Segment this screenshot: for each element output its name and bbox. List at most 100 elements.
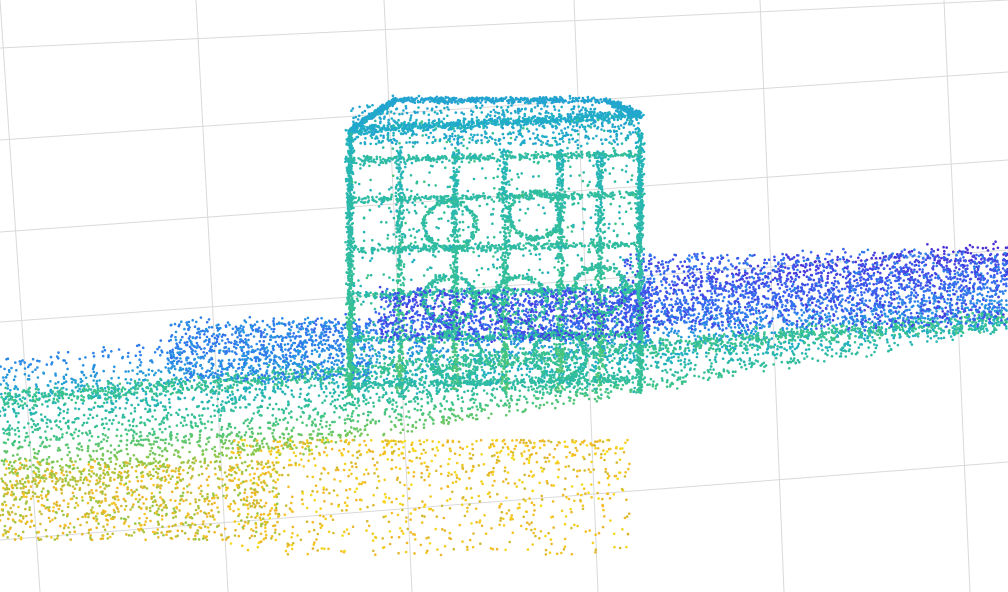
data-point [362,412,365,416]
data-point [977,261,981,264]
data-point [337,394,341,397]
data-point [268,396,272,400]
data-point [460,409,464,413]
data-point [884,332,887,336]
data-point [518,389,521,393]
data-point [84,356,87,359]
data-point [748,286,751,289]
data-point [249,419,253,423]
data-point [653,304,657,308]
data-point [802,311,806,314]
data-point [687,349,691,352]
data-point [344,312,348,316]
data-point [23,439,27,442]
grid-line [0,0,1008,49]
data-point [151,415,154,418]
data-point [178,408,181,412]
data-point [778,287,782,290]
data-point [608,300,611,304]
data-point [153,404,157,407]
data-point [426,395,430,399]
data-point [152,442,155,446]
data-point [66,350,70,354]
data-point [653,326,657,330]
data-point [144,397,148,400]
data-point [785,327,789,330]
data-point [414,420,418,424]
data-point [309,400,313,403]
data-point [155,440,158,444]
data-point [328,330,332,334]
data-point [925,299,928,303]
data-point [475,405,479,408]
data-point [327,432,331,436]
data-point [234,456,238,460]
data-point [956,277,959,281]
data-point [872,265,875,268]
data-point [284,336,288,339]
data-point [399,413,403,417]
data-point [831,308,834,311]
data-point [308,415,312,419]
data-point [926,243,929,246]
data-point [314,334,318,337]
data-point [114,406,117,409]
data-point [125,443,129,447]
data-point [18,398,22,401]
data-point [748,357,752,360]
data-point [770,331,774,335]
data-point [572,398,576,402]
data-point [890,334,894,337]
data-point [471,387,475,390]
data-point [143,423,147,427]
data-point [444,390,447,393]
data-point [290,389,294,392]
data-point [748,359,751,362]
data-point [234,406,237,409]
data-point [71,475,74,479]
data-point [19,486,23,490]
data-point [468,407,472,411]
data-point [256,348,260,351]
data-point [490,412,493,416]
data-point [554,406,557,410]
data-point [390,391,394,395]
data-point [823,360,826,363]
data-point [218,460,222,464]
data-point [508,369,512,373]
data-point [231,402,234,406]
data-point [203,407,206,410]
data-point [241,358,244,361]
data-point [897,301,900,305]
data-point [74,386,78,389]
data-point [672,355,676,359]
data-point [271,389,275,393]
data-point [82,413,86,417]
data-point [262,445,265,449]
data-point [471,416,475,420]
data-point [290,435,294,438]
data-point [656,328,660,332]
data-point [216,369,220,373]
data-point [74,460,77,463]
data-point [687,362,690,366]
data-point [503,402,507,405]
data-point [735,272,738,276]
data-point [843,287,847,291]
data-point [365,423,369,427]
data-point [321,436,325,439]
data-point [738,305,742,309]
data-point [353,397,357,401]
data-point [331,400,334,403]
data-point [78,457,82,461]
data-point [268,358,272,362]
data-point [167,442,171,446]
data-point [32,448,36,451]
data-point [230,408,233,412]
data-point [811,357,814,360]
data-point [304,345,307,349]
data-point [688,320,692,324]
data-point [349,426,353,429]
